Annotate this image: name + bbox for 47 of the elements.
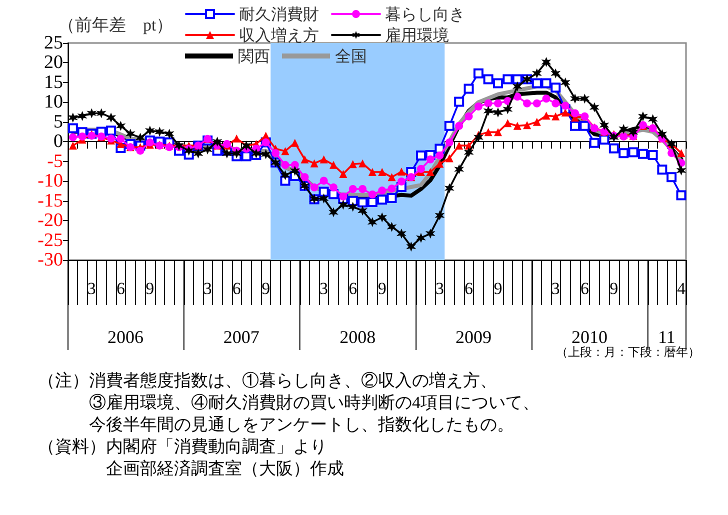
text: ③雇用環境、④耐久消費財の買い時判断の4項目について、 [88,392,540,414]
x-tick-label: 3 [203,279,212,298]
legend-label: 全国 [335,46,367,66]
x-tick-label: 6 [232,279,241,298]
x-tick-label: 9 [494,279,502,298]
text: （上段：月：下段：暦年） [556,344,700,361]
y-tick-label: 0 [54,131,63,152]
y-axis-title: （前年差 pt） [58,16,174,35]
x2-tick-label: 2010 [571,327,608,347]
x-tick-label: 6 [348,279,358,298]
y-tick-label: 5 [54,111,63,132]
x2-tick-label: 2008 [340,327,376,347]
x-tick-label: 9 [262,279,270,298]
y-tick-label: 10 [44,92,63,113]
y-tick-label: 25 [44,32,63,54]
y-tick-label: -30 [38,250,63,270]
legend-label: 耐久消費財 [239,4,319,24]
text: 企画部経済調査室（大阪）作成 [105,458,345,480]
x2-tick-label: 2007 [223,327,260,347]
x-tick-label: 9 [146,279,154,298]
x-tick-label: 6 [116,279,125,298]
text: 今後半年間の見通しをアンケートし、指数化したもの。 [88,414,515,436]
y-tick-label: 20 [44,52,63,74]
x-tick-label: 6 [464,279,474,298]
text: （資料）内閣府「消費動向調査」より [38,436,328,458]
y-tick-label: -10 [38,170,63,192]
x2-tick-label: 11 [658,327,676,347]
y-tick-label: -15 [38,190,63,212]
legend-label: 関西 [238,46,270,66]
x2-tick-label: 2006 [107,327,144,347]
x-tick-label: 6 [580,279,589,298]
x-tick-label: 3 [87,279,96,298]
x-tick-label: 9 [378,279,386,298]
x-tick-label: 3 [320,279,328,298]
x-tick-label: 3 [551,279,560,298]
x-tick-label: 3 [435,279,444,298]
legend-label: 収入増え方 [239,26,319,44]
x2-tick-label: 2009 [456,327,492,347]
legend-label: 雇用環境 [385,26,449,44]
x-tick-label: 9 [610,279,618,298]
y-tick-label: -20 [38,210,63,232]
text: （注）消費者態度指数は、①暮らし向き、②収入の増え方、 [38,370,498,392]
x-tick-label: 4 [676,279,686,298]
y-tick-label: 15 [44,72,63,93]
legend-label: 暮らし向き [385,4,465,24]
y-tick-label: -25 [38,230,63,251]
y-tick-label: -5 [47,150,63,172]
